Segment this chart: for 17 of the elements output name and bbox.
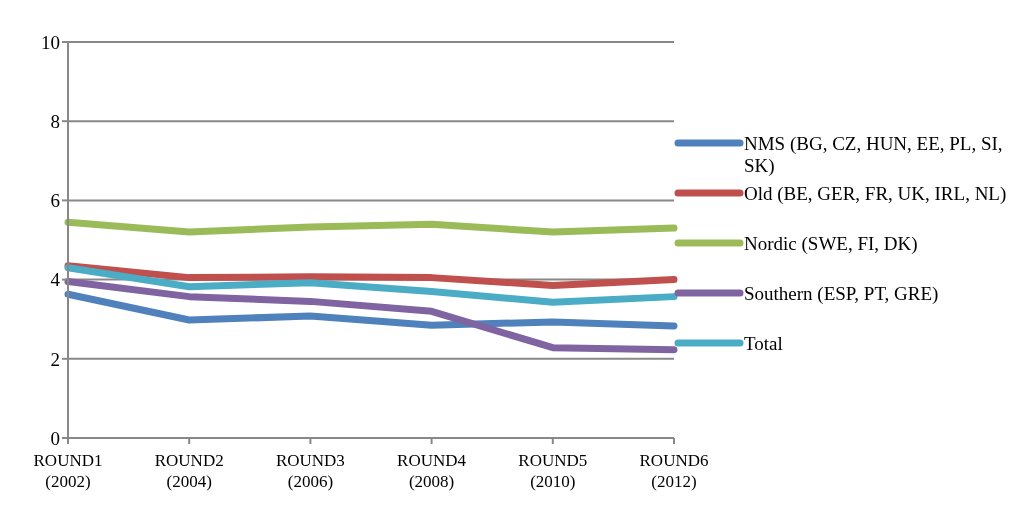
y-tick-label: 10	[41, 31, 60, 53]
legend-label: Total	[744, 333, 783, 355]
y-tick-label: 0	[50, 427, 60, 449]
x-tick-label: ROUND3 (2006)	[275, 451, 345, 491]
x-tick-label: ROUND5 (2010)	[518, 451, 588, 491]
x-tick-label: ROUND4 (2008)	[397, 451, 467, 491]
legend-label: Southern (ESP, PT, GRE)	[744, 283, 939, 305]
y-tick-label: 6	[50, 190, 60, 212]
x-tick-label: ROUND2 (2004)	[154, 451, 224, 491]
legend-label: Nordic (SWE, FI, DK)	[744, 233, 918, 255]
y-tick-label: 2	[50, 348, 60, 370]
x-tick-label: ROUND1 (2002)	[33, 451, 103, 491]
y-tick-label: 4	[50, 269, 61, 291]
legend-label: NMS (BG, CZ, HUN, EE, PL, SI, SK)	[744, 133, 1004, 177]
y-tick-label: 8	[50, 110, 60, 132]
x-tick-label: ROUND6 (2012)	[639, 451, 709, 491]
legend-label: Old (BE, GER, FR, UK, IRL, NL)	[744, 183, 1007, 205]
